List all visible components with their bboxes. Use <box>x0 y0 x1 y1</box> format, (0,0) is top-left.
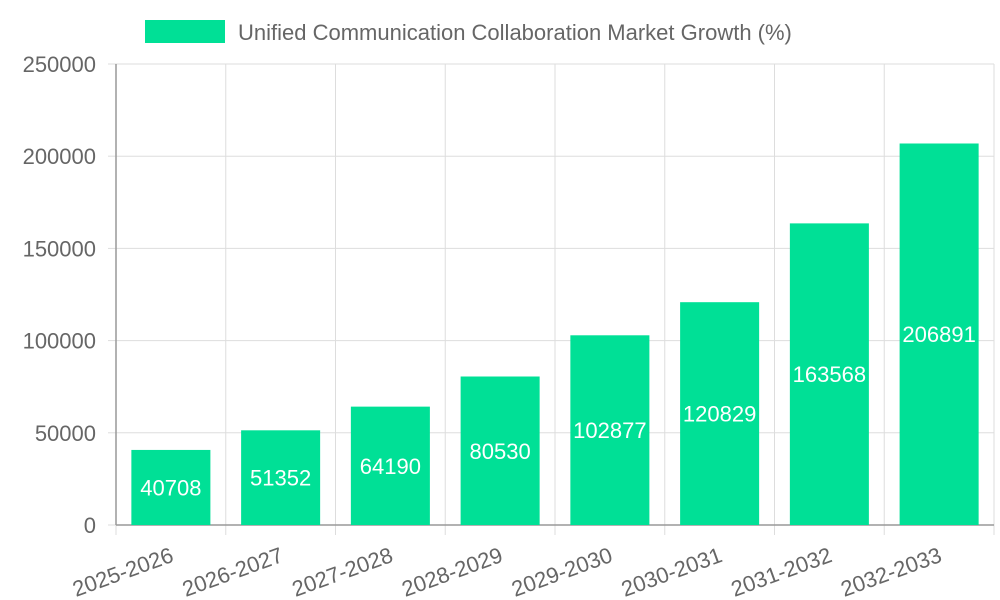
legend-label: Unified Communication Collaboration Mark… <box>238 20 792 45</box>
x-axis: 2025-2026 2026-2027 2027-2028 2028-2029 2029… <box>69 524 994 600</box>
bar[interactable] <box>131 449 211 525</box>
bar[interactable] <box>241 430 321 525</box>
y-axis: 0 50000 100000 150000 200000 250000 <box>23 52 117 538</box>
bar-value-label: 206891 <box>902 322 975 347</box>
bar-value-label: 80530 <box>470 439 531 464</box>
y-tick-label: 100000 <box>23 329 96 354</box>
legend[interactable]: Unified Communication Collaboration Mark… <box>145 20 792 45</box>
bar[interactable] <box>680 302 760 525</box>
x-tick-label: 2029-2030 <box>508 542 615 600</box>
bars <box>131 143 979 526</box>
y-tick-label: 250000 <box>23 52 96 77</box>
bar-value-label: 64190 <box>360 454 421 479</box>
legend-swatch <box>145 20 225 43</box>
x-tick-label: 2030-2031 <box>618 542 725 600</box>
bar-value-label: 120829 <box>683 402 756 427</box>
bar[interactable] <box>460 376 540 525</box>
bar[interactable] <box>899 143 979 526</box>
gridlines <box>115 63 995 535</box>
x-tick-label: 2032-2033 <box>837 542 944 600</box>
bar-value-label: 51352 <box>250 466 311 491</box>
bar[interactable] <box>350 406 430 525</box>
x-tick-label: 2028-2029 <box>398 542 505 600</box>
y-tick-label: 150000 <box>23 236 96 261</box>
data-labels: 40708 51352 64190 80530 102877 120829 163568 20… <box>140 322 976 500</box>
y-tick-label: 200000 <box>23 144 96 169</box>
bar[interactable] <box>789 223 869 525</box>
bar[interactable] <box>570 335 650 525</box>
x-tick-label: 2026-2027 <box>179 542 286 600</box>
x-tick-label: 2027-2028 <box>289 542 396 600</box>
bar-value-label: 40708 <box>140 475 201 500</box>
x-tick-label: 2031-2032 <box>728 542 835 600</box>
bar-value-label: 163568 <box>793 362 866 387</box>
y-tick-label: 50000 <box>35 421 96 446</box>
x-tick-label: 2025-2026 <box>69 542 176 600</box>
y-tick-label: 0 <box>84 513 96 538</box>
bar-value-label: 102877 <box>573 418 646 443</box>
